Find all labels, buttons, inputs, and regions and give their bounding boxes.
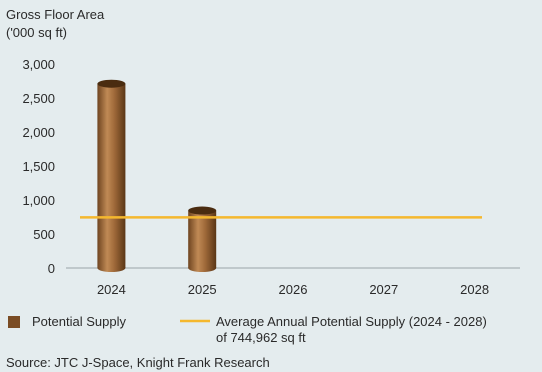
y-tick-label: 500 [33,227,55,242]
y-axis-label-line1: Gross Floor Area [6,7,105,22]
y-tick-label: 3,000 [22,57,55,72]
bar-body [188,210,217,268]
x-axis-ticks: 2024 2025 2026 2027 2028 [97,282,489,297]
legend-label-average-line2: of 744,962 sq ft [216,330,306,345]
bar-body [97,83,126,268]
bar-top [97,79,126,88]
bar [97,79,126,272]
y-tick-label: 0 [48,261,55,276]
bars [97,79,217,272]
bar [188,206,217,272]
x-tick-label: 2024 [97,282,126,297]
bar-base [97,264,126,272]
x-tick-label: 2027 [369,282,398,297]
legend-label-average-line1: Average Annual Potential Supply (2024 - … [216,314,487,329]
x-tick-label: 2025 [188,282,217,297]
y-tick-label: 2,000 [22,125,55,140]
y-tick-label: 1,000 [22,193,55,208]
y-axis-label-line2: ('000 sq ft) [6,25,67,40]
y-tick-label: 1,500 [22,159,55,174]
x-tick-label: 2028 [460,282,489,297]
y-axis-ticks: 0 500 1,000 1,500 2,000 2,500 3,000 [22,57,55,276]
bar-top [188,206,217,215]
source-note: Source: JTC J-Space, Knight Frank Resear… [6,355,270,370]
legend-swatch-potential-supply [8,316,20,328]
x-tick-label: 2026 [279,282,308,297]
legend-label-potential-supply: Potential Supply [32,314,126,329]
y-tick-label: 2,500 [22,91,55,106]
bar-base [188,264,217,272]
